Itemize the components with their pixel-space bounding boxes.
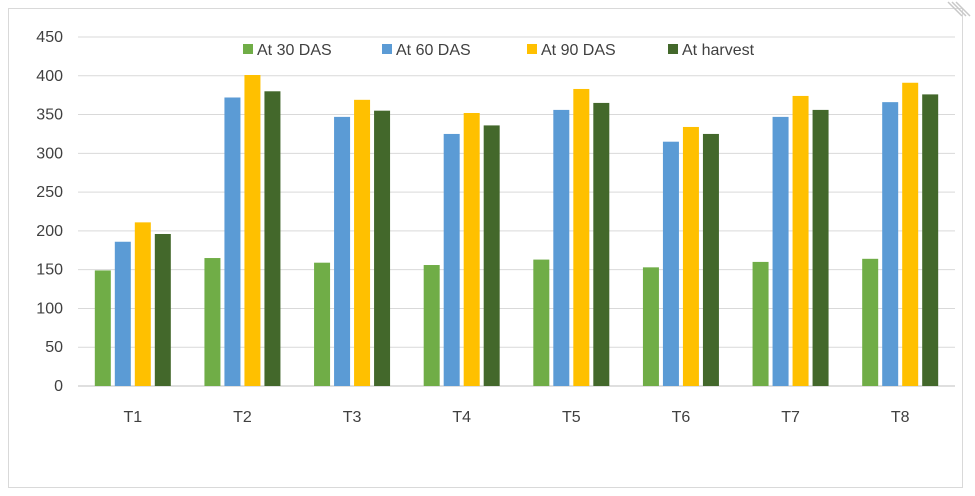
- bar-t7-series-2: [772, 116, 789, 386]
- x-tick-label: T7: [781, 409, 800, 426]
- bar-t2-series-2: [224, 97, 241, 386]
- y-tick-label: 150: [36, 262, 63, 279]
- bar-t2-series-3: [244, 75, 261, 386]
- bar-t7-series-3: [792, 95, 809, 386]
- y-tick-label: 300: [36, 145, 63, 162]
- legend-label: At 90 DAS: [541, 42, 616, 59]
- bar-t5-series-2: [553, 109, 570, 386]
- legend: At 30 DAS At 60 DAS At 90 DAS At harvest: [243, 42, 755, 59]
- x-tick-label: T1: [123, 409, 142, 426]
- bar-t8-series-4: [922, 94, 939, 386]
- y-tick-label: 0: [54, 378, 63, 395]
- bar-t5-series-3: [573, 88, 590, 386]
- axes: 0 50 100 150 200 250 300 350 400 450 T1 T2 T3 T4 T5 T6 T…: [36, 29, 955, 426]
- legend-swatch: [527, 44, 537, 54]
- bar-t6-series-2: [662, 141, 679, 386]
- page-corner-mark: [947, 1, 971, 17]
- bar-t4-series-2: [443, 133, 460, 386]
- legend-label: At 60 DAS: [396, 42, 471, 59]
- bar-t6-series-4: [702, 133, 719, 386]
- y-tick-label: 450: [36, 29, 63, 46]
- x-tick-label: T5: [562, 409, 581, 426]
- bar-t1-series-3: [134, 222, 151, 386]
- bars: [94, 75, 939, 387]
- bar-t4-series-3: [463, 113, 480, 386]
- legend-swatch: [382, 44, 392, 54]
- y-tick-label: 50: [45, 339, 63, 356]
- bar-t3-series-3: [354, 99, 371, 386]
- y-tick-label: 100: [36, 300, 63, 317]
- bar-t7-series-4: [812, 109, 829, 386]
- bar-t3-series-1: [314, 262, 331, 386]
- bar-t1-series-1: [94, 270, 111, 386]
- gridlines: [78, 36, 955, 348]
- y-tick-label: 350: [36, 107, 63, 124]
- y-tick-label: 250: [36, 184, 63, 201]
- bar-t7-series-1: [752, 261, 769, 386]
- y-tick-label: 400: [36, 68, 63, 85]
- bar-t3-series-2: [334, 116, 351, 386]
- x-tick-label: T2: [233, 409, 252, 426]
- x-tick-label: T3: [343, 409, 362, 426]
- legend-label: At harvest: [682, 42, 755, 59]
- legend-swatch: [668, 44, 678, 54]
- bar-t4-series-4: [483, 125, 500, 386]
- bar-t1-series-4: [154, 233, 171, 386]
- bar-t8-series-2: [882, 102, 899, 386]
- bar-t8-series-1: [862, 258, 879, 386]
- bar-t2-series-4: [264, 91, 281, 387]
- bar-t4-series-1: [423, 265, 440, 386]
- bar-t6-series-1: [642, 267, 659, 386]
- x-tick-label: T8: [891, 409, 910, 426]
- bar-t2-series-1: [204, 258, 221, 386]
- legend-swatch: [243, 44, 253, 54]
- bar-t5-series-4: [593, 102, 610, 386]
- x-tick-label: T4: [452, 409, 471, 426]
- bar-t8-series-3: [902, 82, 919, 386]
- bar-t1-series-2: [114, 241, 131, 386]
- y-tick-label: 200: [36, 223, 63, 240]
- bar-t3-series-4: [374, 110, 391, 386]
- x-tick-label: T6: [672, 409, 691, 426]
- bar-t6-series-3: [682, 126, 699, 386]
- bar-t5-series-1: [533, 259, 550, 386]
- legend-label: At 30 DAS: [257, 42, 332, 59]
